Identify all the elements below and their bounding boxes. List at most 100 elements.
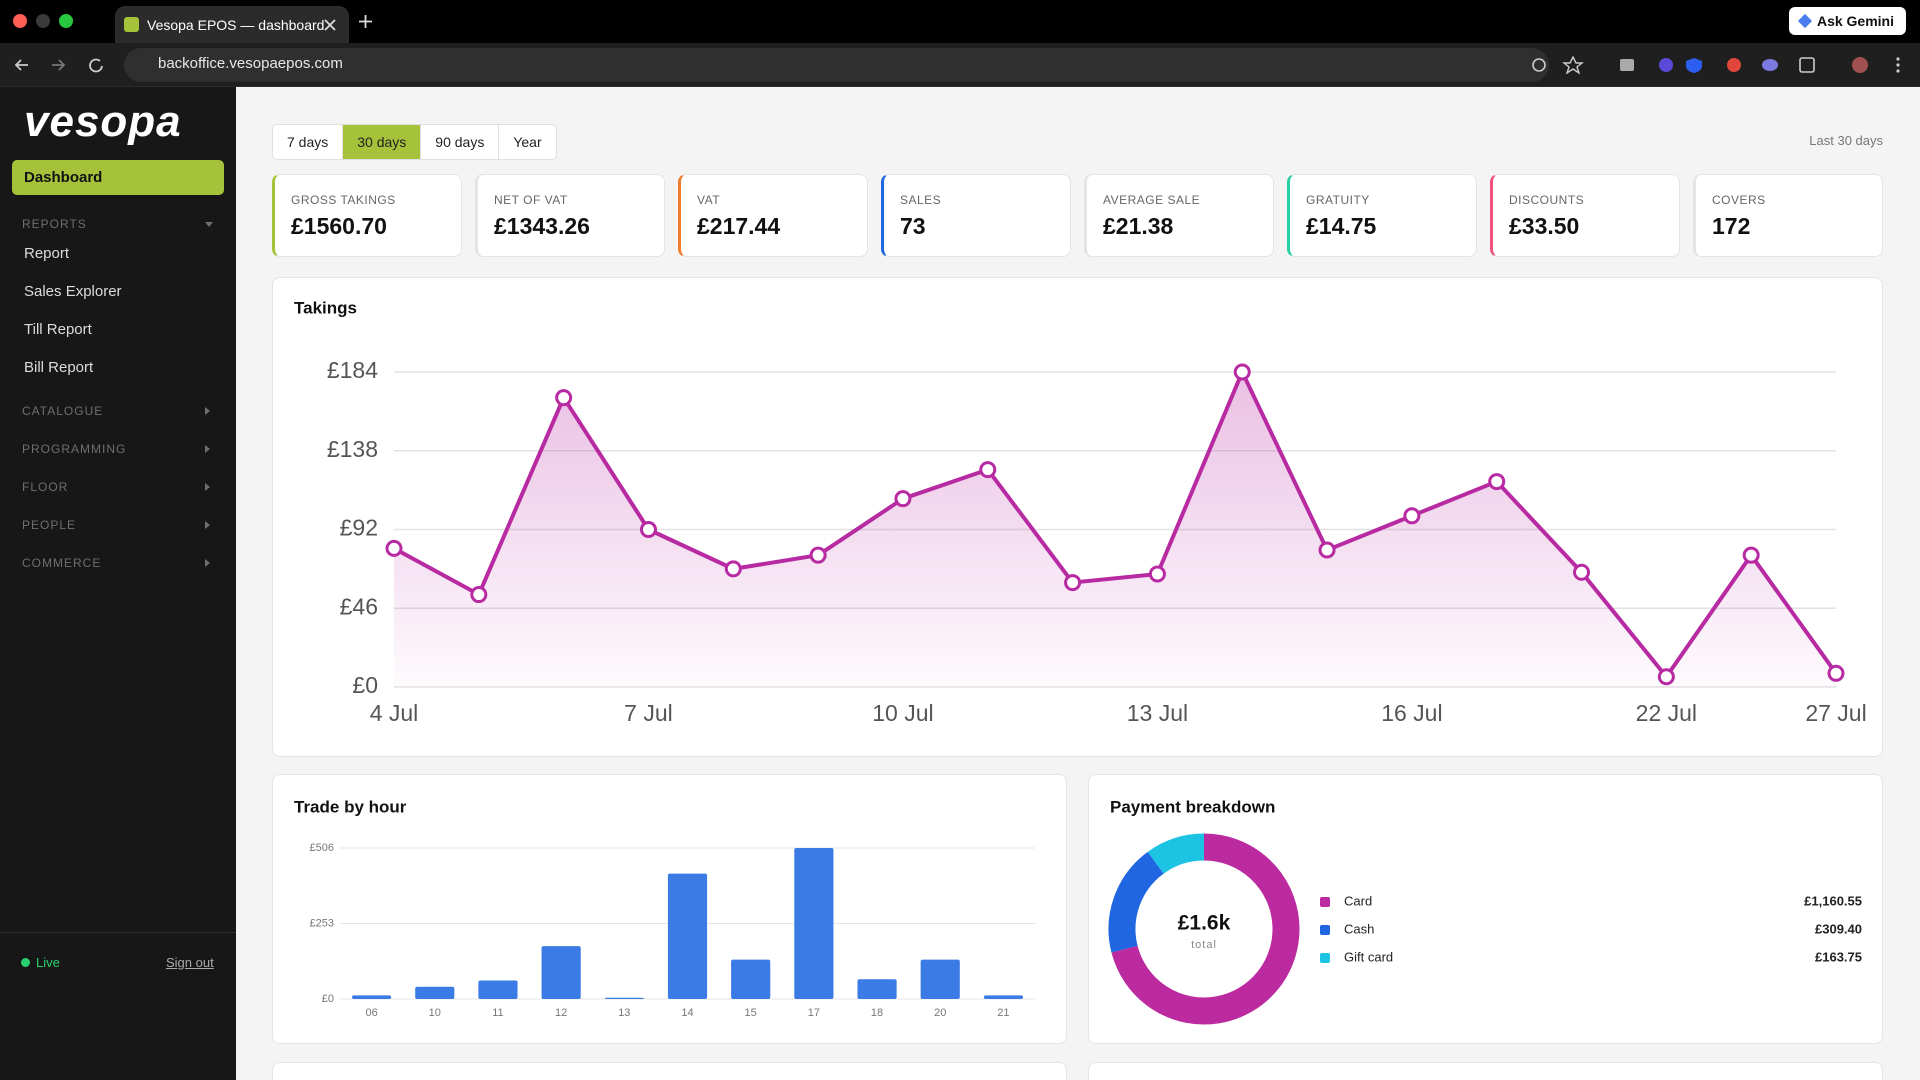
address-bar <box>0 43 1920 87</box>
bar <box>604 997 644 999</box>
minimize-window[interactable] <box>36 14 50 28</box>
trade-card: Trade by hour £0 £253 £506 06 10 11 12 13 14 15 17 1… <box>272 774 1067 1044</box>
kpi-value: £1560.70 <box>291 213 387 239</box>
nav-item[interactable]: Bill Report <box>24 359 94 376</box>
x-tick-label: 14 <box>681 1007 693 1019</box>
range-option[interactable]: 7 days <box>273 125 344 159</box>
x-tick-label: 17 <box>808 1007 820 1019</box>
x-tick-label: 13 <box>618 1007 630 1019</box>
y-tick-label: £0 <box>322 993 334 1005</box>
point <box>1403 507 1421 525</box>
x-tick-label: 10 Jul <box>872 700 933 726</box>
range-option[interactable]: Year <box>513 134 542 150</box>
favicon <box>124 17 139 32</box>
bar <box>415 986 455 999</box>
range-selector: 7 days 30 days 90 days Year <box>272 124 557 160</box>
kpi-label: VAT <box>697 193 721 207</box>
kpi-label: SALES <box>900 193 942 207</box>
section-arrow <box>205 559 210 567</box>
kpi-card: AVERAGE SALE £21.38 <box>1084 174 1274 257</box>
tab-title: Vesopa EPOS — dashboard <box>147 17 325 33</box>
kpi-value: £1343.26 <box>494 213 590 239</box>
kpi-card: NET OF VAT £1343.26 <box>475 174 665 257</box>
legend-value: £309.40 <box>1815 921 1862 936</box>
nav-item[interactable]: Sales Explorer <box>24 283 122 300</box>
range-caption: Last 30 days <box>1809 133 1883 148</box>
x-tick-label: 21 <box>997 1007 1009 1019</box>
maximize-window[interactable] <box>59 14 73 28</box>
payment-chart: Payment breakdown Card £1,160.55 Cash £309.4… <box>1108 797 1862 1025</box>
point <box>724 560 742 578</box>
kpi-label: DISCOUNTS <box>1509 193 1585 207</box>
bar <box>667 873 708 999</box>
donut-center: £1.6k <box>1178 912 1231 935</box>
bar <box>478 980 518 999</box>
nav-section[interactable]: FLOOR <box>22 480 69 494</box>
x-tick-label: 4 Jul <box>370 700 419 726</box>
legend-swatch <box>1320 897 1330 907</box>
ask-gemini[interactable]: Ask Gemini <box>1788 7 1906 35</box>
y-tick-label: £92 <box>340 515 378 541</box>
nav-section[interactable]: PROGRAMMING <box>22 442 127 456</box>
logo[interactable]: vesopa <box>24 97 182 146</box>
kpi-value: £14.75 <box>1306 213 1377 239</box>
point <box>1827 664 1845 682</box>
range-option[interactable]: 90 days <box>421 125 500 159</box>
kpi-label: AVERAGE SALE <box>1103 193 1201 207</box>
nav-item[interactable]: Till Report <box>24 321 92 338</box>
nav-buttons[interactable] <box>14 57 114 73</box>
legend-value: £1,160.55 <box>1804 893 1862 908</box>
y-tick-label: £46 <box>340 593 378 619</box>
card <box>1088 1062 1883 1080</box>
donut-segment <box>1147 833 1205 874</box>
nav-section[interactable]: PEOPLE <box>22 518 77 532</box>
takings-chart: Takings £0 £46 £92 £138 £184 4 Jul 7 Jul 10 Jul 1… <box>294 298 1867 726</box>
sidebar-divider <box>0 932 236 933</box>
nav-section[interactable]: REPORTS <box>22 217 87 231</box>
kpi-card: SALES 73 <box>881 174 1071 257</box>
chart-title: Payment breakdown <box>1110 797 1275 816</box>
x-tick-label: 22 Jul <box>1636 700 1697 726</box>
legend-label: Cash <box>1344 921 1374 936</box>
kpi-label: GRATUITY <box>1306 193 1370 207</box>
y-tick-label: £138 <box>327 436 378 462</box>
y-tick-label: £0 <box>352 672 378 698</box>
sign-out[interactable]: Sign out <box>166 955 214 970</box>
range-option[interactable]: 30 days <box>343 125 422 159</box>
section-arrow <box>205 483 210 491</box>
nav-section[interactable]: COMMERCE <box>22 556 102 570</box>
browser-tab[interactable]: Vesopa EPOS — dashboard <box>115 6 349 43</box>
x-tick-label: 16 Jul <box>1381 700 1442 726</box>
chart-title: Trade by hour <box>294 797 407 816</box>
x-tick-label: 15 <box>745 1007 757 1019</box>
donut-segment <box>1111 833 1300 1025</box>
point <box>555 389 573 407</box>
card <box>272 1062 1067 1080</box>
nav-active[interactable]: Dashboard <box>12 160 224 195</box>
point <box>639 521 657 538</box>
bar <box>857 979 897 999</box>
url-field[interactable] <box>124 48 1549 82</box>
kpi-value: £21.38 <box>1103 213 1174 239</box>
bar <box>731 959 771 999</box>
bar <box>794 848 834 999</box>
kpi-value: 172 <box>1712 213 1751 239</box>
bar <box>983 995 1023 999</box>
url: backoffice.vesopaepos.com <box>158 55 343 72</box>
close-window[interactable] <box>13 14 27 28</box>
tab-close[interactable] <box>324 19 336 31</box>
kpi-value: £33.50 <box>1509 213 1580 239</box>
point <box>385 539 403 557</box>
bar <box>920 959 960 999</box>
new-tab[interactable] <box>359 15 372 28</box>
section-arrow <box>205 222 213 227</box>
nav-section[interactable]: CATALOGUE <box>22 404 104 418</box>
bar <box>352 995 392 999</box>
nav-item[interactable]: Report <box>24 245 70 262</box>
x-tick-label: 06 <box>365 1007 377 1019</box>
point <box>1573 563 1591 581</box>
point <box>809 546 827 564</box>
toolbar-icons[interactable] <box>1530 56 1910 74</box>
y-tick-label: £253 <box>310 917 334 929</box>
